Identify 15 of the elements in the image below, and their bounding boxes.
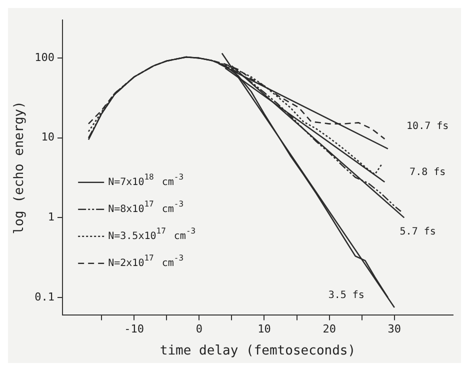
y-axis-title: log (echo energy) — [12, 101, 28, 234]
x-tick-label: 20 — [322, 322, 336, 336]
y-tick-label: 100 — [34, 50, 54, 64]
annotation: 5.7 fs — [400, 226, 436, 238]
x-tick-label: 30 — [388, 322, 402, 336]
y-tick-label: 0.1 — [34, 290, 54, 304]
y-tick-label: 1 — [48, 210, 54, 224]
x-tick-label: 0 — [196, 322, 202, 336]
x-axis-title: time delay (femtoseconds) — [160, 344, 356, 359]
annotation: 7.8 fs — [410, 166, 446, 178]
x-tick-label: -10 — [124, 322, 144, 336]
annotation: 10.7 fs — [406, 120, 449, 132]
x-tick-label: 10 — [258, 322, 271, 336]
y-tick-label: 10 — [41, 130, 54, 144]
annotation: 3.5 fs — [328, 290, 364, 302]
